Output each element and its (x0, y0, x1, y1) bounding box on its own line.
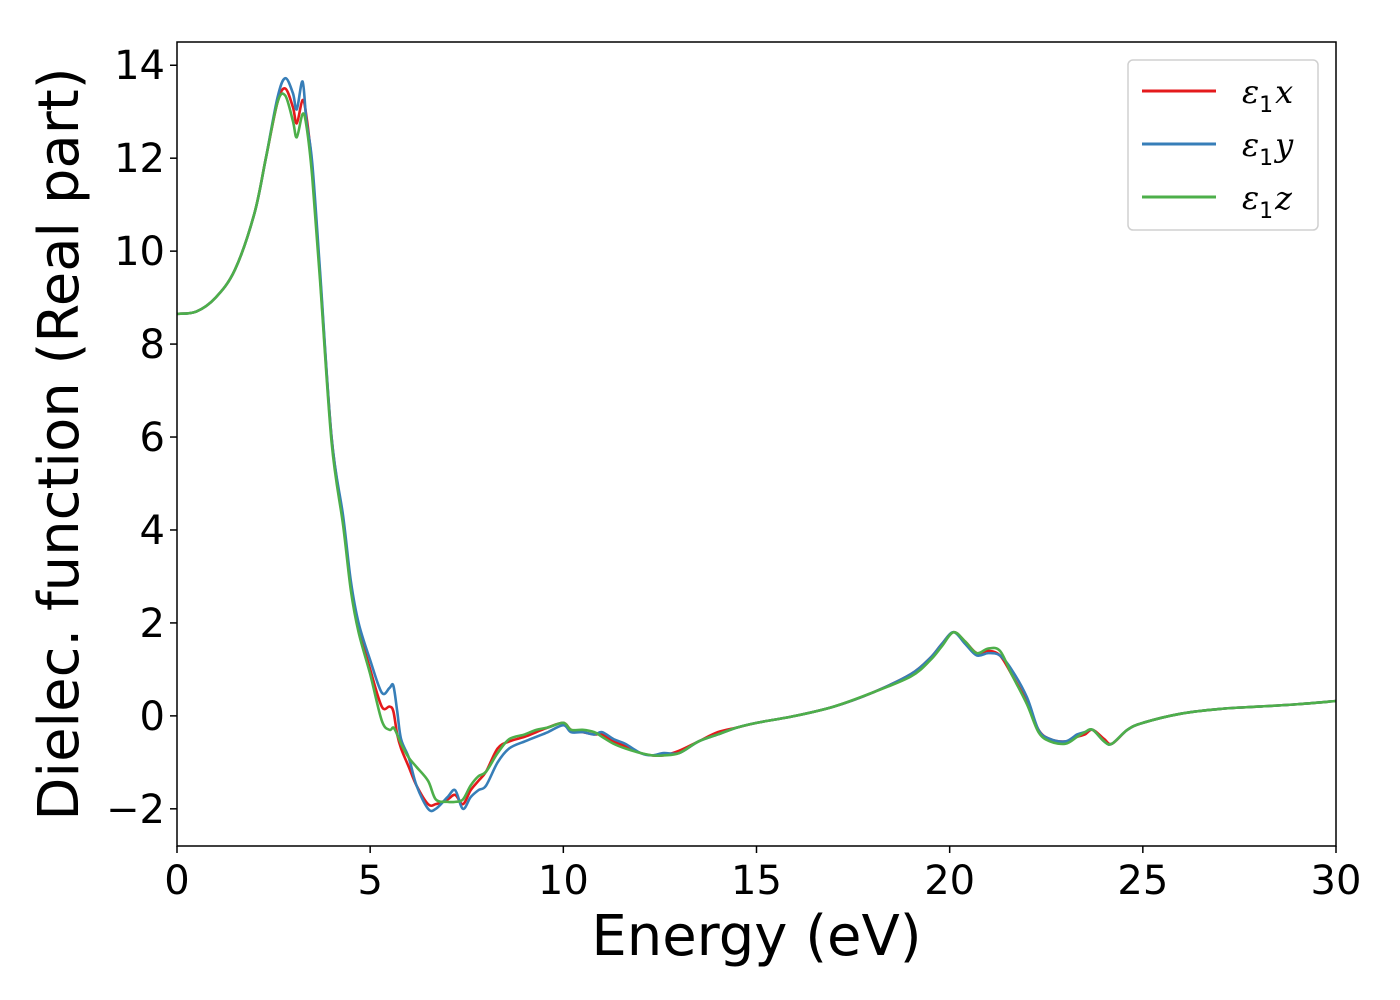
x-tick-label: 25 (1117, 858, 1168, 904)
y-tick-label: 10 (114, 229, 165, 275)
legend-label-z: ε1z (1242, 179, 1293, 224)
x-tick-label: 0 (164, 858, 189, 904)
legend-subscript: 1 (1259, 146, 1273, 171)
y-axis-ticks: −2 0 2 4 6 8 10 12 14 (106, 43, 177, 833)
x-axis-ticks: 0 5 10 15 20 25 30 (164, 846, 1361, 904)
x-tick-label: 15 (731, 858, 782, 904)
y-axis-label: Dielec. function (Real part) (27, 67, 92, 820)
legend-component: y (1273, 126, 1294, 164)
y-tick-label: 6 (140, 415, 165, 461)
legend-component: x (1275, 73, 1293, 111)
x-tick-label: 30 (1311, 858, 1362, 904)
legend-subscript: 1 (1259, 93, 1273, 118)
x-axis-label: Energy (eV) (591, 904, 921, 969)
series-layer (177, 76, 1336, 813)
y-tick-label: 4 (140, 508, 165, 554)
y-tick-label: 8 (140, 322, 165, 368)
x-tick-label: 20 (924, 858, 975, 904)
y-tick-label: 0 (140, 694, 165, 740)
legend-symbol: ε (1242, 126, 1259, 164)
y-tick-label: 12 (114, 136, 165, 182)
x-tick-label: 5 (357, 858, 382, 904)
legend-label-x: ε1x (1242, 73, 1293, 118)
legend-box (1127, 59, 1319, 231)
legend-symbol: ε (1242, 73, 1259, 111)
legend-symbol: ε (1242, 179, 1259, 217)
y-tick-label: 2 (140, 601, 165, 647)
legend-subscript: 1 (1259, 199, 1273, 224)
legend-component: z (1274, 179, 1293, 217)
legend-label-y: ε1y (1242, 126, 1294, 171)
y-tick-label: 14 (114, 43, 165, 89)
series-line-z (177, 92, 1336, 804)
y-tick-label: −2 (106, 787, 165, 833)
x-tick-label: 10 (538, 858, 589, 904)
